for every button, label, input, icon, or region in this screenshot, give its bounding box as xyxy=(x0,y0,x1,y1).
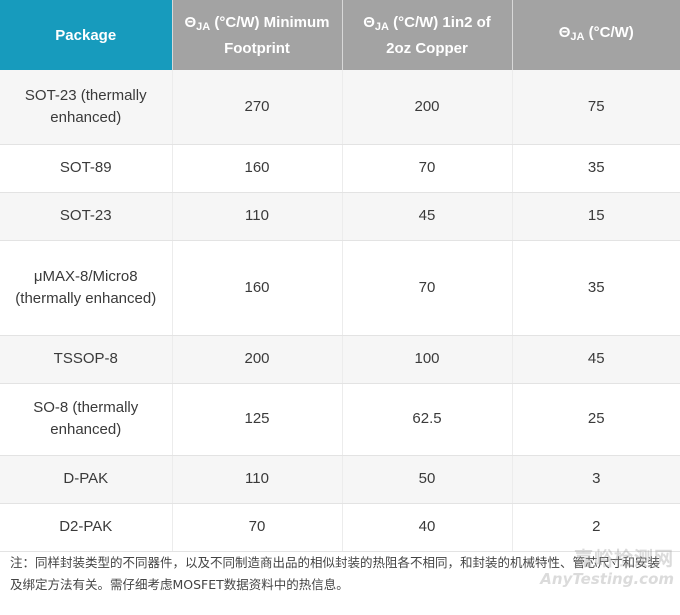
footnote: 注：同样封装类型的不同器件，以及不同制造商出品的相似封装的热阻各不相同，和封装的… xyxy=(10,555,661,592)
table-row: SOT-23 (thermally enhanced) 270 200 75 xyxy=(0,70,680,145)
cell-copper: 100 xyxy=(342,335,513,384)
cell-min-footprint: 125 xyxy=(172,383,343,456)
table-row: SOT-89 160 70 35 xyxy=(0,144,680,193)
cell-plain: 2 xyxy=(512,503,680,552)
cell-package: SO-8 (thermally enhanced) xyxy=(0,383,173,456)
watermark-en: AnyTesting.com xyxy=(540,570,674,588)
table-row: D2-PAK 70 40 2 xyxy=(0,503,680,552)
table-row: μMAX-8/Micro8 (thermally enhanced) 160 7… xyxy=(0,240,680,336)
table-row: D-PAK 110 50 3 xyxy=(0,455,680,504)
table-row: SOT-23 110 45 15 xyxy=(0,192,680,241)
cell-package: D-PAK xyxy=(0,455,173,504)
header-min-footprint: ΘJA (°C/W) Minimum Footprint xyxy=(172,0,343,70)
cell-package: TSSOP-8 xyxy=(0,335,173,384)
cell-package: SOT-23 (thermally enhanced) xyxy=(0,70,173,145)
cell-copper: 62.5 xyxy=(342,383,513,456)
header-plain: ΘJA (°C/W) xyxy=(512,0,680,70)
header-package: Package xyxy=(0,0,173,70)
cell-copper: 40 xyxy=(342,503,513,552)
watermark-cn: 嘉峪检测网 xyxy=(573,548,674,570)
cell-copper: 200 xyxy=(342,70,513,145)
cell-copper: 50 xyxy=(342,455,513,504)
cell-min-footprint: 110 xyxy=(172,192,343,241)
cell-copper: 70 xyxy=(342,240,513,336)
cell-plain: 45 xyxy=(512,335,680,384)
table-row: TSSOP-8 200 100 45 xyxy=(0,335,680,384)
cell-package: μMAX-8/Micro8 (thermally enhanced) xyxy=(0,240,173,336)
cell-plain: 75 xyxy=(512,70,680,145)
header-copper: ΘJA (°C/W) 1in2 of 2oz Copper xyxy=(342,0,513,70)
cell-plain: 15 xyxy=(512,192,680,241)
cell-package: D2-PAK xyxy=(0,503,173,552)
watermark: 嘉峪检测网 AnyTesting.com xyxy=(540,548,674,588)
cell-plain: 35 xyxy=(512,144,680,193)
cell-plain: 3 xyxy=(512,455,680,504)
cell-min-footprint: 160 xyxy=(172,144,343,193)
cell-min-footprint: 110 xyxy=(172,455,343,504)
cell-package: SOT-89 xyxy=(0,144,173,193)
cell-package: SOT-23 xyxy=(0,192,173,241)
table-row: SO-8 (thermally enhanced) 125 62.5 25 xyxy=(0,383,680,456)
header-row: Package ΘJA (°C/W) Minimum Footprint ΘJA… xyxy=(0,0,680,70)
thermal-resistance-table: Package ΘJA (°C/W) Minimum Footprint ΘJA… xyxy=(0,0,680,552)
cell-copper: 70 xyxy=(342,144,513,193)
cell-copper: 45 xyxy=(342,192,513,241)
cell-plain: 25 xyxy=(512,383,680,456)
cell-min-footprint: 200 xyxy=(172,335,343,384)
cell-min-footprint: 270 xyxy=(172,70,343,145)
cell-min-footprint: 160 xyxy=(172,240,343,336)
cell-min-footprint: 70 xyxy=(172,503,343,552)
cell-plain: 35 xyxy=(512,240,680,336)
